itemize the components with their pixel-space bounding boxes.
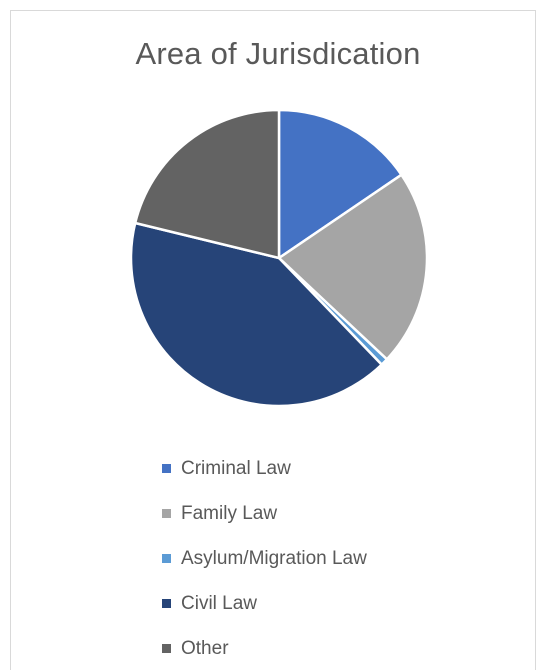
legend: Criminal Law Family Law Asylum/Migration L… bbox=[162, 446, 367, 671]
legend-item-asylum-migration-law: Asylum/Migration Law bbox=[162, 536, 367, 581]
pie-slice-civil-law bbox=[129, 221, 383, 408]
legend-item-other: Other bbox=[162, 626, 367, 671]
legend-label: Asylum/Migration Law bbox=[181, 547, 367, 569]
legend-swatch bbox=[162, 599, 171, 608]
pie-slice-criminal-law bbox=[277, 108, 403, 260]
legend-label: Civil Law bbox=[181, 592, 258, 614]
legend-item-family-law: Family Law bbox=[162, 491, 367, 536]
pie-slice-family-law bbox=[277, 173, 429, 361]
legend-label: Other bbox=[181, 637, 229, 659]
legend-label: Criminal Law bbox=[181, 457, 291, 479]
legend-swatch bbox=[162, 509, 171, 518]
legend-label: Family Law bbox=[181, 502, 278, 524]
legend-item-criminal-law: Criminal Law bbox=[162, 446, 367, 491]
legend-swatch bbox=[162, 464, 171, 473]
chart-title: Area of Jurisdication bbox=[135, 36, 421, 71]
legend-swatch bbox=[162, 644, 171, 653]
pie-slice-other bbox=[133, 108, 281, 260]
legend-item-civil-law: Civil Law bbox=[162, 581, 367, 626]
legend-swatch bbox=[162, 554, 171, 563]
